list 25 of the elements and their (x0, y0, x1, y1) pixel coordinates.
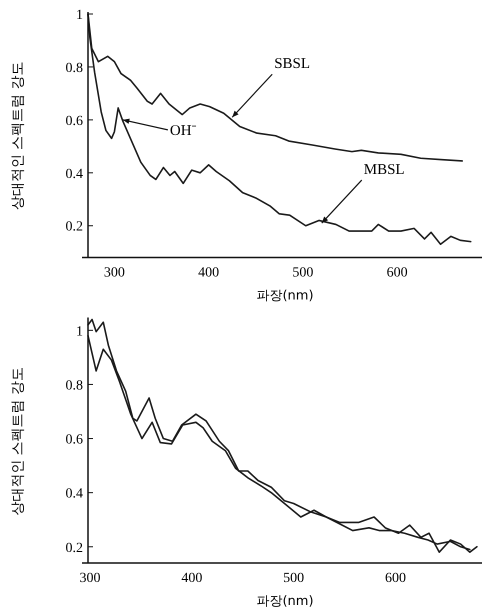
x-tick-label: 600 (384, 571, 406, 586)
x-tick-label: 500 (283, 571, 304, 586)
y-tick-label: 0.4 (66, 486, 83, 502)
x-axis-title: 파장(nm) (256, 288, 314, 304)
annotation: MBSL (364, 162, 405, 178)
y-tick-label: 1 (76, 324, 83, 340)
x-tick-label: 300 (104, 266, 125, 280)
y-axis-title: 상대적인 스펙트럼 강도 (10, 366, 26, 516)
y-tick-label: 0.2 (66, 220, 83, 235)
x-tick-label: 300 (80, 571, 101, 586)
y-tick-label: 0.8 (66, 378, 83, 394)
y-tick-label: 0.4 (66, 166, 83, 182)
x-tick-label: 400 (181, 571, 202, 586)
annotation: OH⁻ (170, 122, 197, 139)
x-tick-label: 400 (198, 266, 220, 280)
y-tick-label: 1 (76, 8, 83, 23)
x-axis-title: 파장(nm) (256, 594, 314, 609)
y-tick-label: 0.6 (66, 432, 83, 448)
y-tick-label: 0.2 (66, 540, 83, 556)
x-tick-label: 500 (292, 266, 314, 280)
x-tick-label: 600 (386, 266, 408, 280)
y-axis-title: 상대적인 스펙트럼 강도 (10, 61, 26, 210)
y-tick-label: 0.8 (66, 60, 83, 76)
y-tick-label: 0.6 (66, 114, 83, 129)
annotation: SBSL (274, 56, 310, 72)
